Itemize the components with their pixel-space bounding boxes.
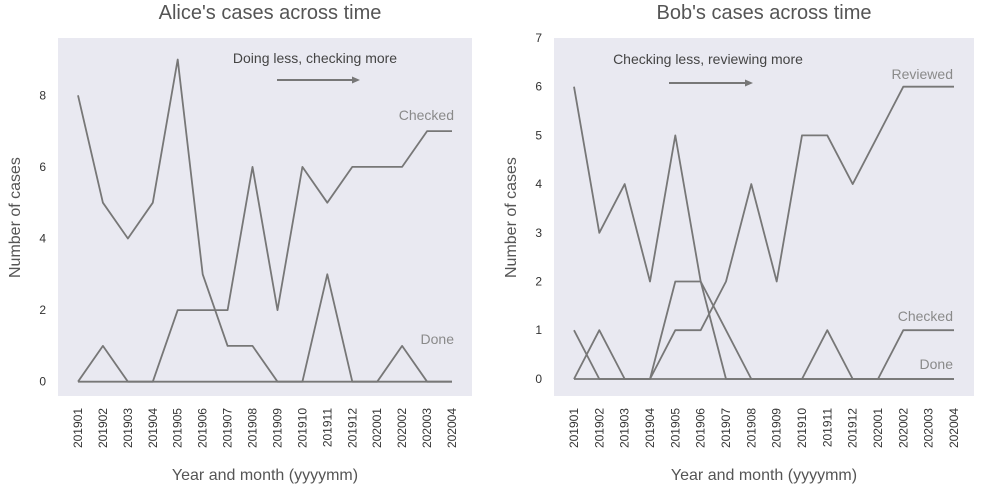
x-tick-label: 202001 [871,408,885,448]
x-tick-label: 201903 [618,408,632,448]
bob-chart-panel: Bob's cases across time Number of cases … [493,0,986,495]
y-tick-label: 4 [39,231,46,245]
x-tick-label: 201911 [320,408,334,447]
bob-chart-plot: 0 1 2 3 4 5 6 7 201901 201902 201903 201904 201905 20… [535,31,974,448]
x-tick-label: 201901 [71,408,85,448]
x-tick-label: 201904 [643,408,657,448]
y-tick-label: 4 [535,177,542,191]
x-tick-label: 201905 [171,408,185,448]
y-tick-label: 1 [535,323,542,337]
y-tick-label: 5 [535,128,542,142]
series-label-checked: Checked [898,308,953,324]
x-tick-label: 201909 [270,408,284,448]
x-tick-label: 201902 [96,408,110,448]
series-label-reviewed: Reviewed [892,66,953,82]
x-tick-label: 201909 [770,408,784,448]
x-tick-label: 202001 [370,408,384,448]
y-tick-label: 0 [39,375,46,389]
x-tick-label: 201903 [121,408,135,448]
chart-title: Alice's cases across time [158,2,382,24]
x-axis-label: Year and month (yyyymm) [670,467,858,484]
y-tick-label: 8 [39,88,46,102]
plot-background [58,38,472,396]
y-tick-label: 6 [39,160,46,174]
plot-background [554,38,974,396]
series-line-done [573,329,954,380]
x-tick-label: 202002 [896,408,910,448]
x-tick-label: 202004 [947,408,961,448]
annotation-text: Checking less, reviewing more [613,51,803,67]
x-tick-label: 201904 [146,408,160,448]
x-tick-label: 201912 [846,408,860,448]
x-tick-label: 202003 [922,408,936,448]
x-tick-label: 201905 [668,408,682,448]
x-axis-label: Year and month (yyyymm) [171,467,359,484]
x-tick-label: 202002 [395,408,409,448]
annotation-arrow-head [352,76,360,84]
x-tick-label: 201906 [196,408,210,448]
x-tick-label: 201906 [694,408,708,448]
x-tick-label: 201908 [744,408,758,448]
x-tick-label: 201912 [345,408,359,448]
series-label-done: Done [421,331,455,347]
x-tick-label: 201901 [567,408,581,448]
series-label-done: Done [920,356,954,372]
chart-title: Bob's cases across time [656,2,872,24]
y-tick-label: 2 [39,303,46,317]
y-tick-label: 2 [535,275,542,289]
alice-chart-panel: Alice's cases across time Number of case… [7,2,472,484]
x-tick-label: 202004 [445,408,459,448]
series-line-done [77,273,452,383]
x-tick-label: 201907 [719,408,733,448]
x-tick-label: 201908 [246,408,260,448]
y-tick-label: 3 [535,226,542,240]
series-label-checked: Checked [399,107,454,123]
series-line-checked [77,58,452,383]
y-tick-label: 7 [535,31,542,45]
x-tick-label: 201911 [820,408,834,447]
x-tick-label: 201907 [221,408,235,448]
x-tick-label: 201910 [795,408,809,448]
x-tick-label: 201902 [592,408,606,448]
x-tick-label: 201910 [295,408,309,448]
annotation-text: Doing less, checking more [233,50,397,66]
x-tick-label: 202003 [420,408,434,448]
alice-chart-plot: 0 2 4 6 8 201901 201902 201903 201904 201905 20190… [39,38,472,448]
y-tick-label: 0 [535,372,542,386]
y-tick-label: 6 [535,80,542,94]
annotation-arrow-head [745,79,753,87]
